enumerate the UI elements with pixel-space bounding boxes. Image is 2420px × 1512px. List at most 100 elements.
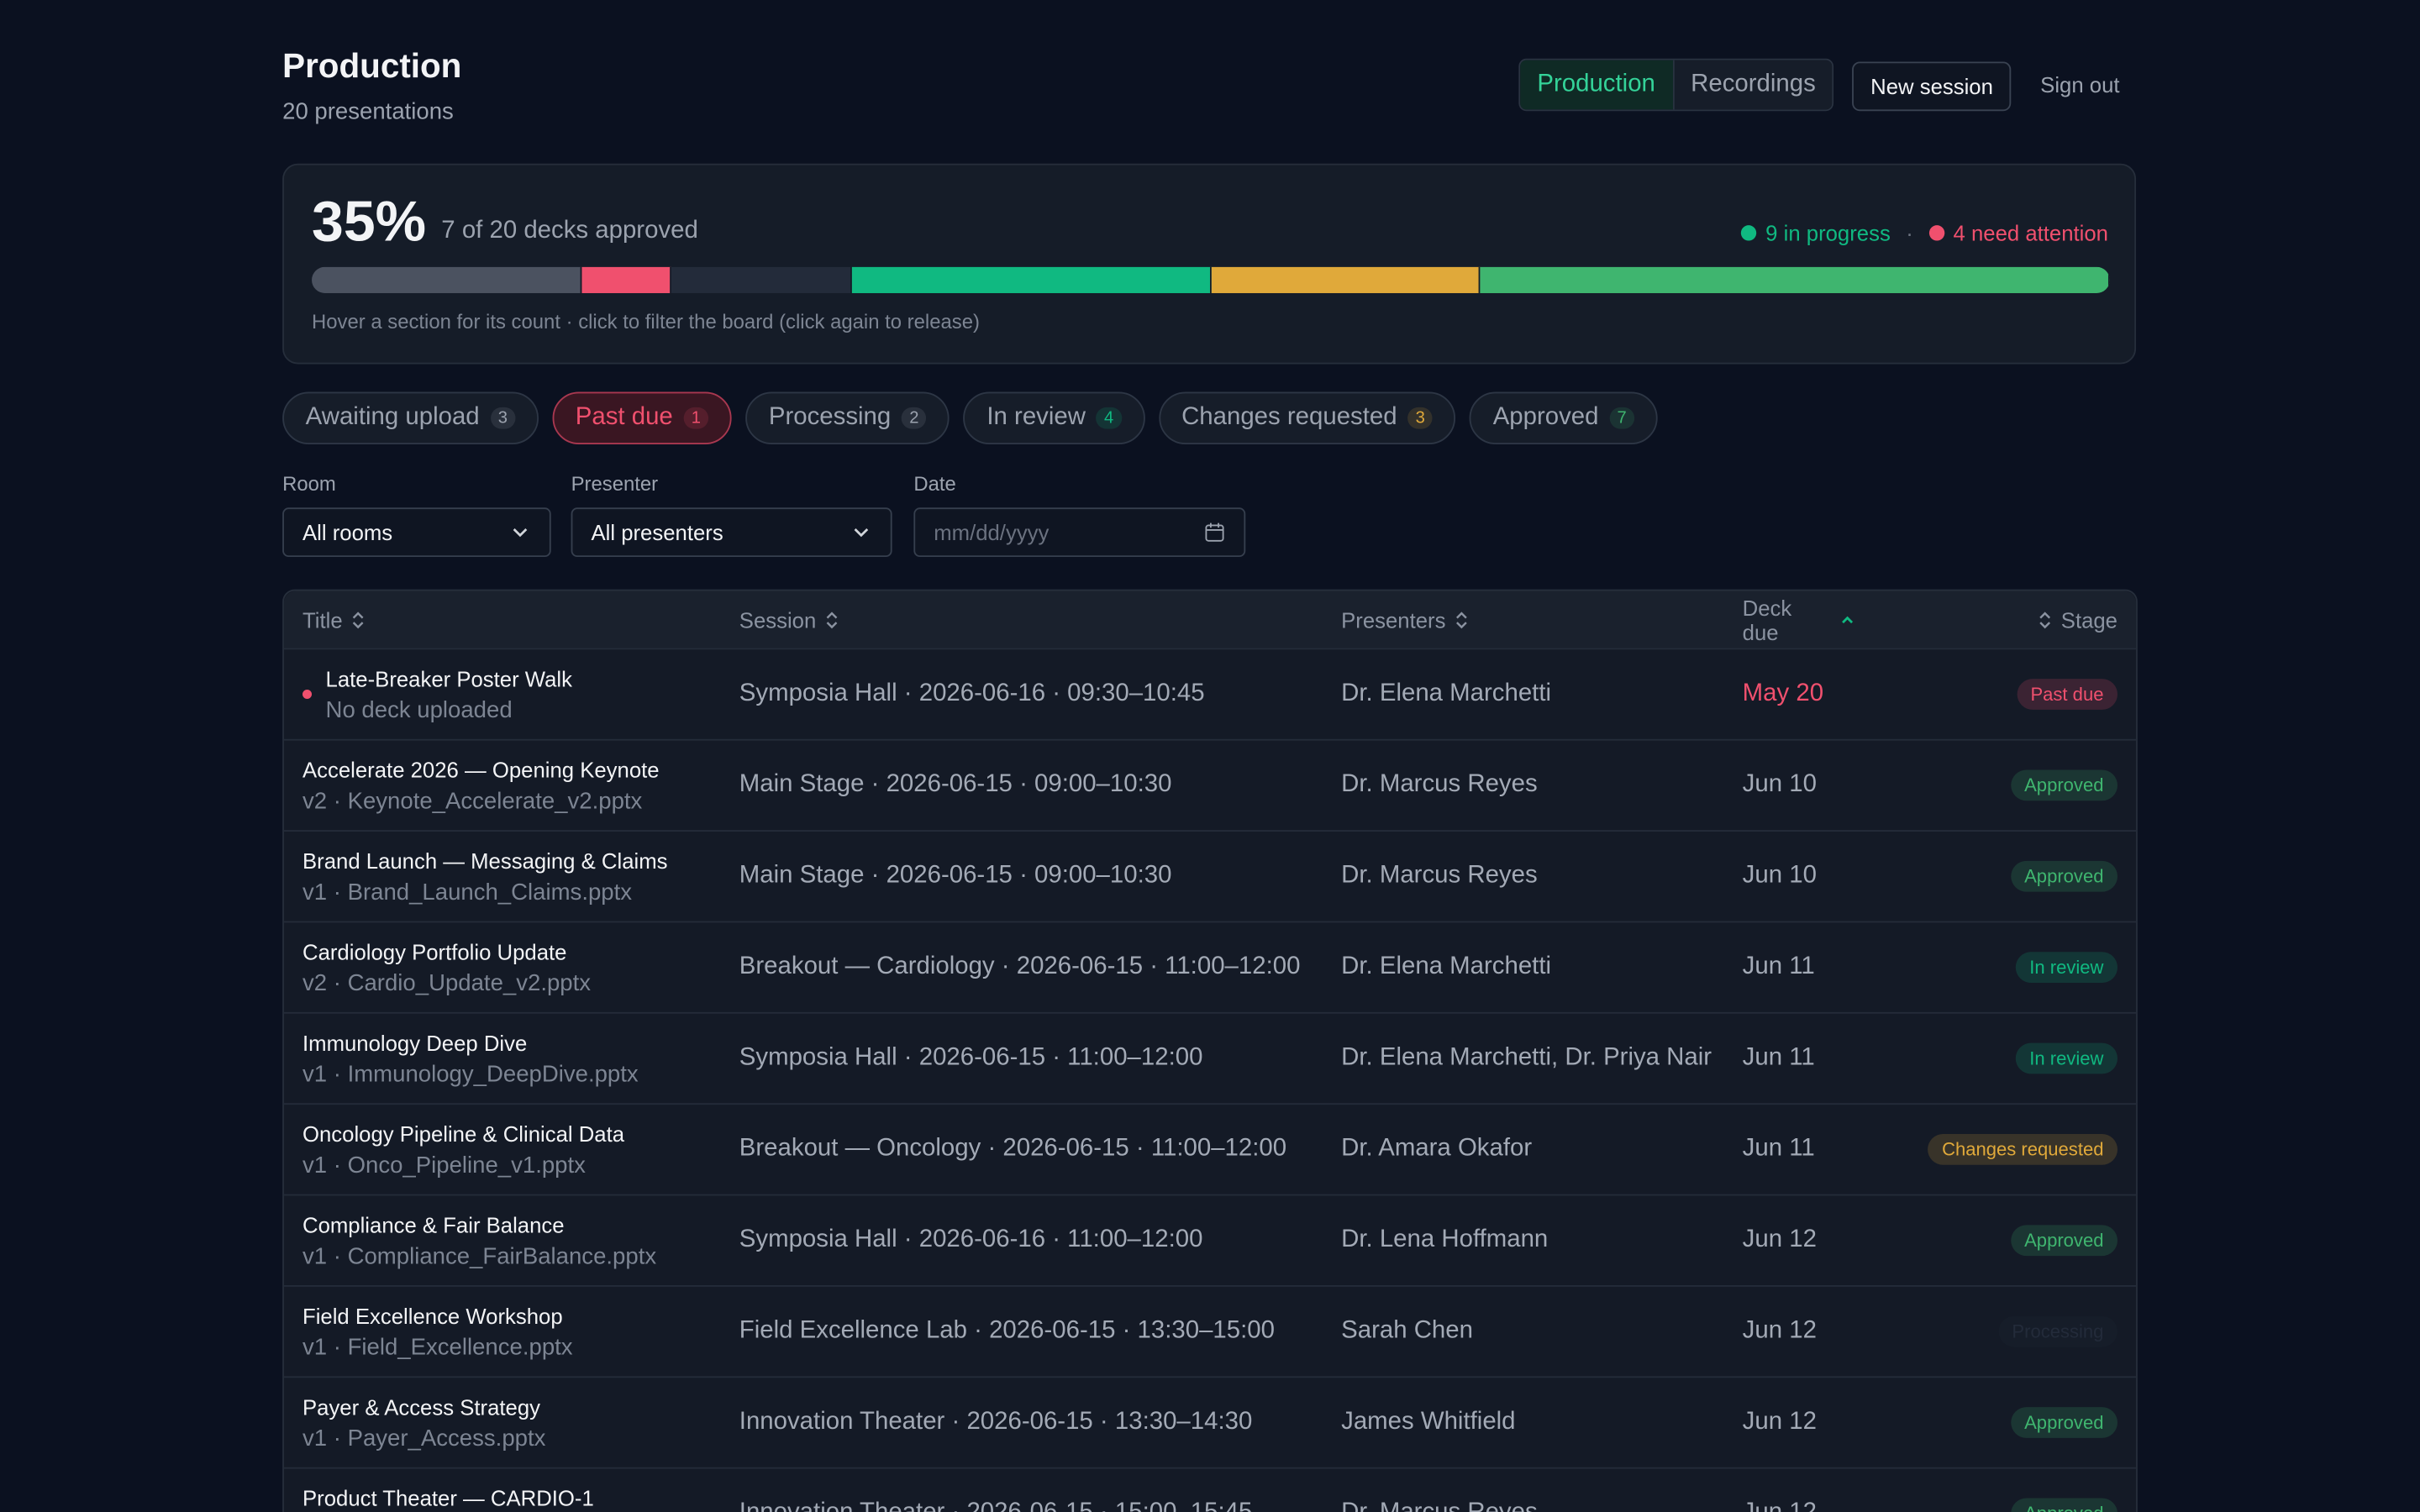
control-input[interactable]: All rooms bbox=[282, 507, 551, 558]
dot bbox=[1928, 225, 1944, 241]
table-row[interactable]: Field Excellence Workshop v1 · Field_Exce… bbox=[283, 1285, 2137, 1376]
column-header[interactable]: Presenters bbox=[1341, 607, 1743, 632]
session: Symposia Hall · 2026-06-16 · 09:30–10:45 bbox=[739, 680, 1205, 707]
progress-segment[interactable] bbox=[1480, 266, 2110, 293]
column-header[interactable]: Session bbox=[739, 607, 1341, 632]
title-cell: Brand Launch — Messaging & Claims v1 · Br… bbox=[302, 848, 739, 905]
deck-title: Cardiology Portfolio Update bbox=[302, 938, 567, 964]
title-stack: Late-Breaker Poster Walk No deck uploaded bbox=[326, 666, 572, 723]
control-value: All rooms bbox=[302, 519, 393, 545]
stage-badge: Approved bbox=[2010, 1498, 2118, 1512]
stage-cell: In review bbox=[2015, 952, 2118, 984]
new-session-button[interactable]: New session bbox=[1852, 61, 2012, 112]
sign-out-link[interactable]: Sign out bbox=[2040, 72, 2120, 97]
deck-file: v1 · Field_Excellence.pptx bbox=[302, 1333, 573, 1361]
control-input[interactable]: mm/dd/yyyy bbox=[913, 507, 1246, 558]
presenters: James Whitfield bbox=[1341, 1408, 1516, 1436]
title-cell: Compliance & Fair Balance v1 · Compliance… bbox=[302, 1212, 739, 1269]
session: Breakout — Cardiology · 2026-06-15 · 11:… bbox=[739, 953, 1301, 980]
deck-title: Compliance & Fair Balance bbox=[302, 1211, 565, 1237]
deck-file: v2 · Cardio_Update_v2.pptx bbox=[302, 969, 592, 996]
tab[interactable]: Recordings bbox=[1673, 60, 1833, 110]
presenters: Sarah Chen bbox=[1341, 1317, 1473, 1344]
stage-cell: Approved bbox=[2010, 1498, 2118, 1512]
table-row[interactable]: Product Theater — CARDIO-1v1 · Product_T… bbox=[283, 1467, 2137, 1512]
stage-cell: In review bbox=[2015, 1042, 2118, 1074]
deck-due: Jun 12 bbox=[1742, 1408, 1817, 1436]
table-row[interactable]: Oncology Pipeline & Clinical Data v1 · On… bbox=[283, 1103, 2137, 1194]
stage-cell: Approved bbox=[2010, 1407, 2118, 1438]
filter-pill[interactable]: Awaiting upload 3 bbox=[282, 391, 539, 444]
control-value: All presenters bbox=[591, 519, 723, 545]
deck-due: Jun 11 bbox=[1742, 953, 1815, 980]
approved-text: 7 of 20 decks approved bbox=[441, 217, 698, 244]
title-stack: Brand Launch — Messaging & Claims v1 · Br… bbox=[302, 848, 739, 905]
title-cell: Field Excellence Workshop v1 · Field_Exce… bbox=[302, 1303, 739, 1360]
approved-percent: 35% bbox=[312, 189, 427, 254]
table-row[interactable]: Immunology Deep Dive v1 · Immunology_Deep… bbox=[283, 1011, 2137, 1103]
deck-due: Jun 10 bbox=[1742, 771, 1817, 798]
deck-due: Jun 12 bbox=[1742, 1226, 1817, 1253]
table-row[interactable]: Payer & Access Strategy v1 · Payer_Access… bbox=[283, 1376, 2137, 1467]
hint: Hover a section for its count · click to… bbox=[312, 310, 980, 333]
deck-file: v2 · Keynote_Accelerate_v2.pptx bbox=[302, 787, 643, 814]
session: Main Stage · 2026-06-15 · 09:00–10:30 bbox=[739, 862, 1172, 889]
filter-pill[interactable]: Past due 1 bbox=[552, 391, 732, 444]
progress-segment[interactable] bbox=[1210, 266, 1481, 293]
title-stack: Cardiology Portfolio Update v2 · Cardio_U… bbox=[302, 939, 739, 996]
in-progress: 9 in progress bbox=[1765, 220, 1891, 246]
title-cell: Payer & Access Strategy v1 · Payer_Access… bbox=[302, 1394, 739, 1451]
icon bbox=[850, 522, 872, 543]
session: Breakout — Oncology · 2026-06-15 · 11:00… bbox=[739, 1135, 1287, 1163]
control-label: Room bbox=[282, 472, 336, 496]
column-header[interactable]: Stage bbox=[2038, 607, 2118, 632]
control: Room All rooms bbox=[282, 472, 551, 558]
table-row[interactable]: Late-Breaker Poster Walk No deck uploaded… bbox=[283, 648, 2137, 738]
column-header[interactable]: Title bbox=[302, 607, 739, 632]
column-title: Deck due bbox=[1742, 595, 1792, 644]
alert-dot bbox=[302, 690, 313, 700]
title-cell: Immunology Deep Dive v1 · Immunology_Deep… bbox=[302, 1030, 739, 1087]
progress-segment[interactable] bbox=[671, 266, 851, 293]
icon bbox=[1204, 522, 1226, 543]
table-row[interactable]: Accelerate 2026 — Opening Keynote v2 · Ke… bbox=[283, 738, 2137, 830]
stage-cell: Past due bbox=[2016, 679, 2118, 710]
filter-pill[interactable]: Approved 7 bbox=[1470, 391, 1658, 444]
session: Field Excellence Lab · 2026-06-15 · 13:3… bbox=[739, 1317, 1275, 1344]
summary-card: 35% 7 of 20 decks approved 9 in progress… bbox=[282, 163, 2137, 365]
control-value: mm/dd/yyyy bbox=[934, 519, 1050, 545]
title-cell: Product Theater — CARDIO-1v1 · Product_T… bbox=[302, 1485, 739, 1512]
session: Symposia Hall · 2026-06-16 · 11:00–12:00 bbox=[739, 1226, 1203, 1253]
deck-due: Jun 12 bbox=[1742, 1317, 1817, 1344]
column-header[interactable]: Deck due bbox=[1743, 595, 1855, 644]
filter-pill[interactable]: Changes requested 3 bbox=[1158, 391, 1456, 444]
table-row[interactable]: Brand Launch — Messaging & Claims v1 · Br… bbox=[283, 830, 2137, 921]
session: Innovation Theater · 2026-06-15 · 15:00–… bbox=[739, 1499, 1341, 1512]
stage-badge: Changes requested bbox=[1928, 1134, 2118, 1165]
filter-pill[interactable]: In review 4 bbox=[963, 391, 1144, 444]
title-cell: Accelerate 2026 — Opening Keynote v2 · Ke… bbox=[302, 757, 739, 814]
column-title: Presenters bbox=[1341, 606, 1446, 633]
title-stack: Product Theater — CARDIO-1v1 · Product_T… bbox=[302, 1485, 739, 1512]
title-cell: Cardiology Portfolio Update v2 · Cardio_U… bbox=[302, 939, 739, 996]
progress-segment[interactable] bbox=[850, 266, 1211, 293]
deck-due: May 20 bbox=[1742, 680, 1824, 707]
filter-count: 1 bbox=[683, 407, 709, 429]
stage-badge: Approved bbox=[2010, 1225, 2118, 1257]
control-input[interactable]: All presenters bbox=[571, 507, 892, 558]
progress-segment[interactable] bbox=[312, 266, 581, 293]
stage-cell: Approved bbox=[2010, 769, 2118, 801]
stage-badge: Approved bbox=[2010, 1407, 2118, 1438]
table-row[interactable]: Compliance & Fair Balance v1 · Compliance… bbox=[283, 1194, 2137, 1285]
progress-segment[interactable] bbox=[581, 266, 671, 293]
filter-pill[interactable]: Processing 2 bbox=[745, 391, 950, 444]
tab[interactable]: Production bbox=[1520, 60, 1674, 110]
title-stack: Immunology Deep Dive v1 · Immunology_Deep… bbox=[302, 1030, 739, 1087]
deck-title: Late-Breaker Poster Walk bbox=[325, 665, 572, 690]
table-row[interactable]: Cardiology Portfolio Update v2 · Cardio_U… bbox=[283, 921, 2137, 1012]
presenters: Dr. Marcus Reyes bbox=[1341, 1499, 1743, 1512]
deck-file: v1 · Payer_Access.pptx bbox=[302, 1425, 546, 1452]
filter-label: Awaiting upload bbox=[305, 404, 480, 431]
